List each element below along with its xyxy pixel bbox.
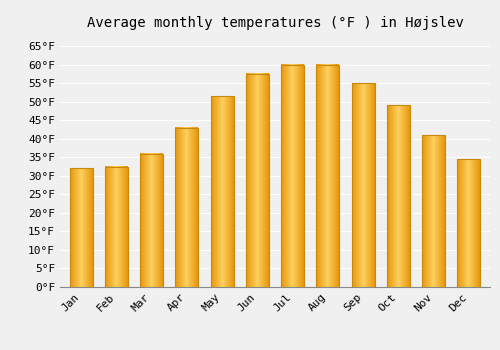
Bar — [387, 105, 410, 287]
Bar — [458, 159, 480, 287]
Title: Average monthly temperatures (°F ) in Højslev: Average monthly temperatures (°F ) in Hø… — [86, 16, 464, 30]
Bar — [140, 154, 163, 287]
Bar — [246, 74, 269, 287]
Bar — [352, 83, 374, 287]
Bar — [210, 96, 234, 287]
Bar — [70, 168, 92, 287]
Bar — [422, 135, 445, 287]
Bar — [281, 65, 304, 287]
Bar — [316, 65, 340, 287]
Bar — [105, 167, 128, 287]
Bar — [176, 128, 199, 287]
